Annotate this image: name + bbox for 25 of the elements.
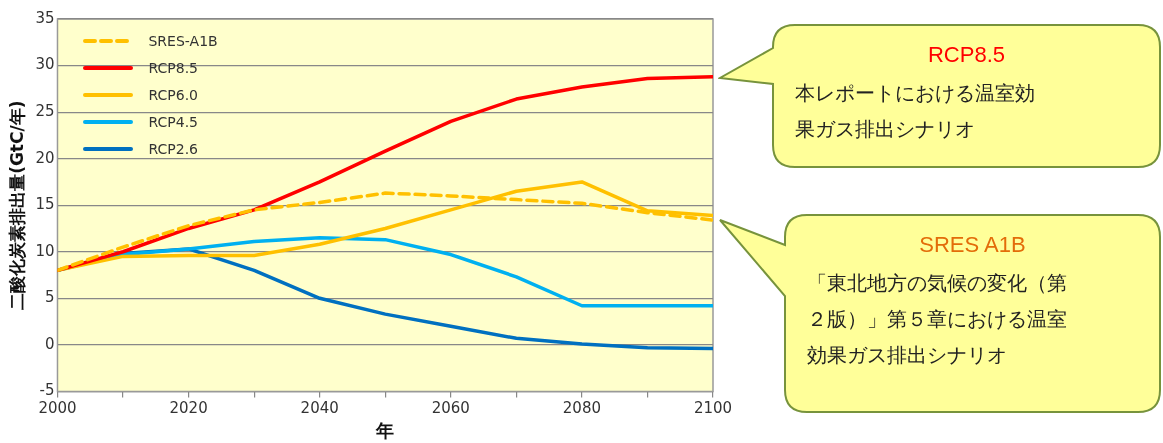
legend-label: RCP2.6 (148, 140, 198, 157)
text: 「東北地方の気候の変化（第２版）」第５章における温室効果ガス排出シナリオ (807, 270, 1068, 369)
x-tick-label: 2040 (300, 399, 339, 418)
x-axis-title: 年 (375, 419, 395, 441)
text: 本レポートにおける温室効果ガス排出シナリオ (795, 80, 1036, 143)
x-tick-label: 2000 (38, 399, 77, 418)
y-tick-label: 15 (35, 195, 55, 214)
x-tick-label: 2020 (169, 399, 208, 418)
y-tick-label: 10 (35, 241, 55, 260)
y-axis-title: 二酸化炭素排出量(GtC/年) (6, 100, 27, 310)
legend-label: RCP6.0 (148, 86, 198, 103)
x-tick-label: 2100 (693, 399, 733, 418)
x-tick-label: 2080 (562, 399, 601, 418)
y-tick-label: -5 (39, 381, 55, 400)
text: SRES A1B (918, 231, 1027, 259)
y-tick-label: 35 (35, 8, 55, 27)
y-tick-label: 30 (35, 55, 55, 74)
y-tick-label: 5 (44, 288, 55, 307)
y-tick-label: 0 (44, 334, 55, 353)
y-tick-label: 20 (35, 148, 55, 167)
legend-label: RCP4.5 (148, 113, 198, 130)
x-tick-label: 2060 (431, 399, 470, 418)
legend-label: SRES-A1B (148, 32, 218, 49)
y-tick-label: 25 (35, 101, 55, 120)
text: RCP8.5 (926, 41, 1006, 69)
